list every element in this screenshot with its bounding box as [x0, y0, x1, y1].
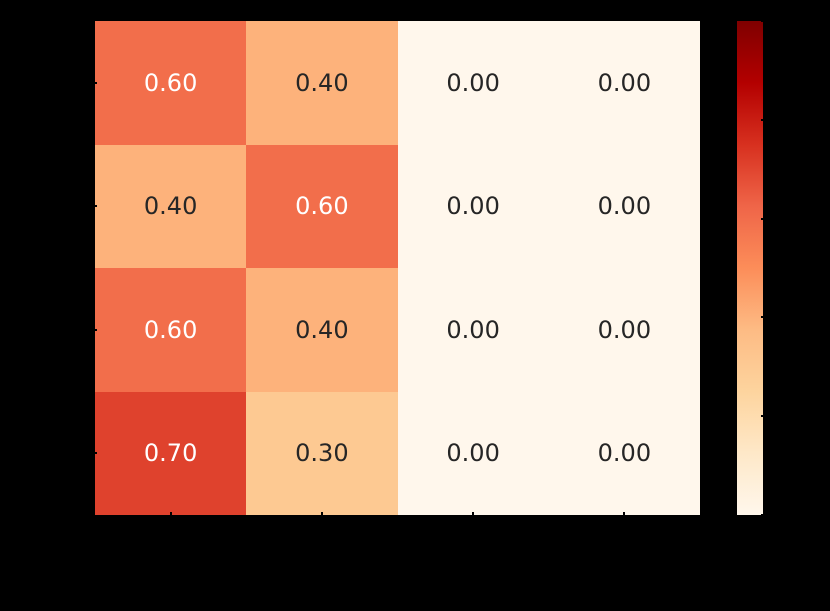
y-axis-tick [90, 81, 97, 84]
y-axis-tick [90, 452, 97, 455]
heatmap-cell: 0.30 [246, 391, 398, 515]
x-axis-tick [623, 512, 626, 519]
x-axis-tick [169, 512, 172, 519]
heatmap-cell: 0.40 [246, 21, 398, 145]
colorbar-tick [761, 20, 767, 22]
colorbar [737, 21, 763, 515]
heatmap-cell: 0.00 [397, 268, 549, 392]
heatmap-cell: 0.00 [397, 144, 549, 268]
heatmap-cell: 0.60 [95, 21, 247, 145]
heatmap-cell: 0.60 [246, 144, 398, 268]
heatmap-cell: 0.70 [95, 391, 247, 515]
heatmap-cell: 0.00 [548, 268, 700, 392]
cell-value-label: 0.60 [295, 192, 349, 221]
cell-value-label: 0.30 [295, 439, 349, 468]
x-axis-tick [472, 512, 475, 519]
cell-value-label: 0.60 [143, 315, 198, 344]
cell-value-label: 0.70 [143, 439, 198, 468]
cell-value-label: 0.00 [446, 439, 500, 468]
y-axis-tick [90, 328, 97, 331]
cell-value-label: 0.00 [446, 68, 500, 97]
x-axis-tick [320, 512, 323, 519]
colorbar-tick [761, 118, 767, 121]
cell-value-label: 0.00 [446, 315, 500, 344]
heatmap-cell: 0.00 [548, 144, 700, 268]
cell-value-label: 0.00 [446, 192, 500, 221]
cell-value-label: 0.00 [597, 315, 652, 344]
heatmap-grid: 0.60 0.40 0.00 0.00 0.40 0.60 0.00 0.00 0.60 0.40… [95, 21, 700, 515]
cell-value-label: 0.00 [597, 439, 652, 468]
heatmap-cell: 0.00 [397, 21, 549, 145]
cell-value-label: 0.40 [143, 192, 198, 221]
cell-value-label: 0.00 [597, 192, 652, 221]
heatmap-cell: 0.60 [95, 268, 247, 392]
heatmap-cell: 0.00 [548, 21, 700, 145]
colorbar-tick [761, 217, 767, 220]
cell-value-label: 0.60 [143, 68, 198, 97]
cell-value-label: 0.40 [295, 315, 349, 344]
heatmap-cell: 0.00 [548, 391, 700, 515]
cell-value-label: 0.00 [597, 68, 652, 97]
colorbar-tick [761, 514, 767, 516]
heatmap-cell: 0.00 [397, 391, 549, 515]
colorbar-tick [761, 316, 767, 319]
colorbar-tick [761, 415, 767, 418]
cell-value-label: 0.40 [295, 68, 349, 97]
y-axis-tick [90, 205, 97, 208]
heatmap-cell: 0.40 [95, 144, 247, 268]
heatmap-cell: 0.40 [246, 268, 398, 392]
